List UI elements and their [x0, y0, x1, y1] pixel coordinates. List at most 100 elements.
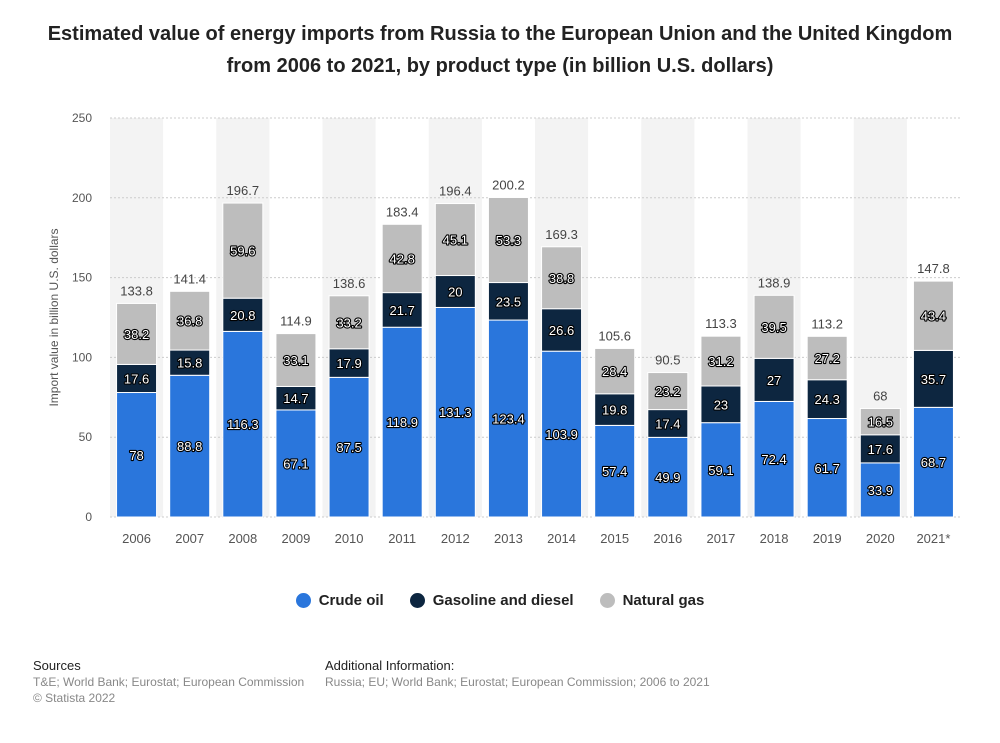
bar-segment-crude-oil	[222, 330, 264, 518]
data-label-gasoline-diesel: 17.6	[868, 442, 893, 457]
bar-segment-natural-gas	[541, 246, 583, 310]
x-tick-label: 2014	[547, 531, 576, 546]
data-label-gasoline-diesel: 23	[714, 397, 728, 412]
bar-segment-natural-gas	[700, 335, 742, 387]
data-label-natural-gas: 33.2	[336, 315, 361, 330]
x-tick-label: 2015	[600, 531, 629, 546]
legend-label-natural-gas: Natural gas	[622, 592, 705, 609]
sources-heading: Sources	[33, 658, 81, 673]
data-label-natural-gas: 42.8	[390, 251, 415, 266]
data-label-crude-oil: 49.9	[655, 470, 680, 485]
data-label-gasoline-diesel: 35.7	[921, 372, 946, 387]
bar-segment-crude-oil	[275, 409, 317, 518]
bar-segment-natural-gas	[859, 407, 901, 436]
legend-swatch-gasoline-diesel	[409, 593, 425, 608]
total-label: 138.6	[333, 276, 366, 291]
data-label-crude-oil: 118.9	[386, 415, 418, 430]
legend-swatch-crude-oil	[295, 593, 311, 608]
y-axis-label: Import value in billion U.S. dollars	[47, 228, 61, 406]
bar-segment-natural-gas	[116, 302, 158, 365]
data-label-crude-oil: 72.4	[761, 452, 786, 467]
legend-label-gasoline-diesel: Gasoline and diesel	[432, 592, 574, 609]
data-label-natural-gas: 38.2	[124, 327, 149, 342]
data-label-gasoline-diesel: 27	[767, 373, 781, 388]
data-label-gasoline-diesel: 17.6	[124, 371, 149, 386]
footer-additional-info: Additional Information: Russia; EU; Worl…	[325, 658, 710, 690]
data-label-crude-oil: 116.3	[227, 417, 259, 432]
legend-label-crude-oil: Crude oil	[318, 592, 384, 609]
x-tick-label: 2009	[281, 531, 310, 546]
data-label-crude-oil: 61.7	[815, 461, 840, 476]
bar-segment-crude-oil	[647, 436, 689, 518]
data-label-gasoline-diesel: 26.6	[549, 323, 574, 338]
x-tick-label: 2021*	[916, 531, 950, 546]
bar-segment-crude-oil	[487, 319, 529, 518]
legend: Crude oil Gasoline and diesel Natural ga…	[0, 592, 1000, 609]
bar-segment-natural-gas	[328, 295, 370, 350]
bar-segment-gasoline-diesel	[647, 409, 689, 438]
data-label-gasoline-diesel: 17.4	[655, 416, 680, 431]
total-label: 105.6	[598, 328, 631, 343]
copyright-text: © Statista 2022	[33, 691, 116, 705]
data-label-crude-oil: 87.5	[336, 440, 361, 455]
legend-item-crude-oil[interactable]: Crude oil	[295, 592, 384, 609]
bar-segment-natural-gas	[487, 196, 529, 284]
data-label-gasoline-diesel: 20	[448, 284, 462, 299]
x-tick-label: 2019	[813, 531, 842, 546]
additional-info-text: Russia; EU; World Bank; Eurostat; Europe…	[325, 675, 710, 689]
total-label: 68	[873, 388, 887, 403]
data-label-natural-gas: 31.2	[708, 354, 733, 369]
y-tick-label: 250	[72, 111, 92, 125]
data-label-gasoline-diesel: 24.3	[815, 392, 840, 407]
total-label: 196.4	[439, 184, 472, 199]
bar-segment-gasoline-diesel	[806, 379, 848, 420]
bar-segment-crude-oil	[434, 306, 476, 518]
data-label-natural-gas: 23.2	[655, 384, 680, 399]
bar-segment-gasoline-diesel	[116, 363, 158, 394]
x-tick-label: 2008	[228, 531, 257, 546]
total-label: 196.7	[227, 183, 260, 198]
data-label-crude-oil: 131.3	[439, 405, 472, 420]
data-label-natural-gas: 33.1	[283, 353, 308, 368]
data-label-gasoline-diesel: 23.5	[496, 294, 521, 309]
bar-segment-natural-gas	[169, 290, 211, 351]
x-tick-label: 2011	[388, 531, 416, 546]
total-label: 138.9	[758, 275, 791, 290]
total-label: 183.4	[386, 204, 419, 219]
bar-segment-gasoline-diesel	[912, 349, 954, 408]
data-label-gasoline-diesel: 21.7	[390, 303, 415, 318]
data-label-crude-oil: 78	[129, 448, 143, 463]
bar-segment-gasoline-diesel	[222, 297, 264, 332]
bar-segment-crude-oil	[912, 406, 954, 518]
total-label: 113.3	[705, 316, 737, 331]
stacked-bar-chart: 0 50 100 150 200 250 Import value in billion U…	[47, 111, 960, 546]
bar-segment-gasoline-diesel	[487, 282, 529, 321]
footer-sources: Sources T&E; World Bank; Eurostat; Europ…	[33, 658, 304, 706]
bar-segment-natural-gas	[647, 372, 689, 411]
bar-segment-gasoline-diesel	[434, 275, 476, 308]
bar-segment-crude-oil	[753, 400, 795, 518]
data-label-crude-oil: 59.1	[708, 463, 733, 478]
total-label: 113.2	[811, 316, 843, 331]
legend-item-gasoline-diesel[interactable]: Gasoline and diesel	[409, 592, 574, 609]
y-tick-label: 100	[72, 350, 92, 364]
bar-segment-crude-oil	[116, 392, 158, 518]
data-label-natural-gas: 43.4	[921, 309, 946, 324]
data-label-natural-gas: 53.3	[496, 233, 521, 248]
data-label-crude-oil: 67.1	[283, 456, 308, 471]
sources-text: T&E; World Bank; Eurostat; European Comm…	[33, 675, 305, 689]
additional-info-heading: Additional Information:	[325, 658, 455, 673]
total-label: 147.8	[917, 261, 950, 276]
data-label-crude-oil: 103.9	[545, 427, 578, 442]
bar-segment-gasoline-diesel	[169, 349, 211, 376]
bar-segment-crude-oil	[541, 350, 583, 518]
bar-segment-natural-gas	[275, 333, 317, 387]
data-label-crude-oil: 57.4	[602, 464, 627, 479]
data-label-gasoline-diesel: 20.8	[230, 308, 255, 323]
bar-segment-gasoline-diesel	[753, 357, 795, 402]
x-tick-label: 2006	[122, 531, 151, 546]
legend-item-natural-gas[interactable]: Natural gas	[599, 592, 705, 609]
data-label-gasoline-diesel: 19.8	[602, 403, 627, 418]
data-label-crude-oil: 123.4	[492, 412, 525, 427]
x-tick-label: 2017	[706, 531, 735, 546]
